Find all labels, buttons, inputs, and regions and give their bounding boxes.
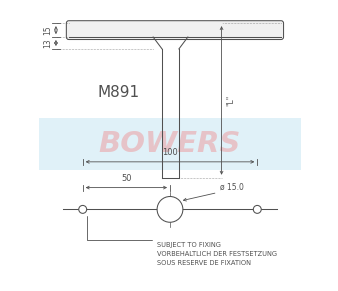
Text: VORBEHALTLICH DER FESTSETZUNG: VORBEHALTLICH DER FESTSETZUNG — [157, 251, 277, 257]
Text: SUBJECT TO FIXING: SUBJECT TO FIXING — [157, 242, 221, 248]
Text: BOWERS: BOWERS — [99, 130, 241, 158]
Text: ø 15.0: ø 15.0 — [220, 182, 243, 191]
Text: 15: 15 — [44, 25, 52, 35]
Bar — [39, 118, 301, 170]
Text: M891: M891 — [97, 85, 140, 100]
Text: SOUS RESERVE DE FIXATION: SOUS RESERVE DE FIXATION — [157, 260, 251, 266]
Text: 100: 100 — [162, 148, 178, 157]
Text: 50: 50 — [121, 174, 131, 183]
Circle shape — [79, 205, 87, 213]
Circle shape — [253, 205, 261, 213]
Circle shape — [157, 196, 183, 222]
Text: 13: 13 — [44, 38, 52, 48]
Text: "L": "L" — [226, 95, 236, 106]
FancyBboxPatch shape — [66, 21, 284, 40]
